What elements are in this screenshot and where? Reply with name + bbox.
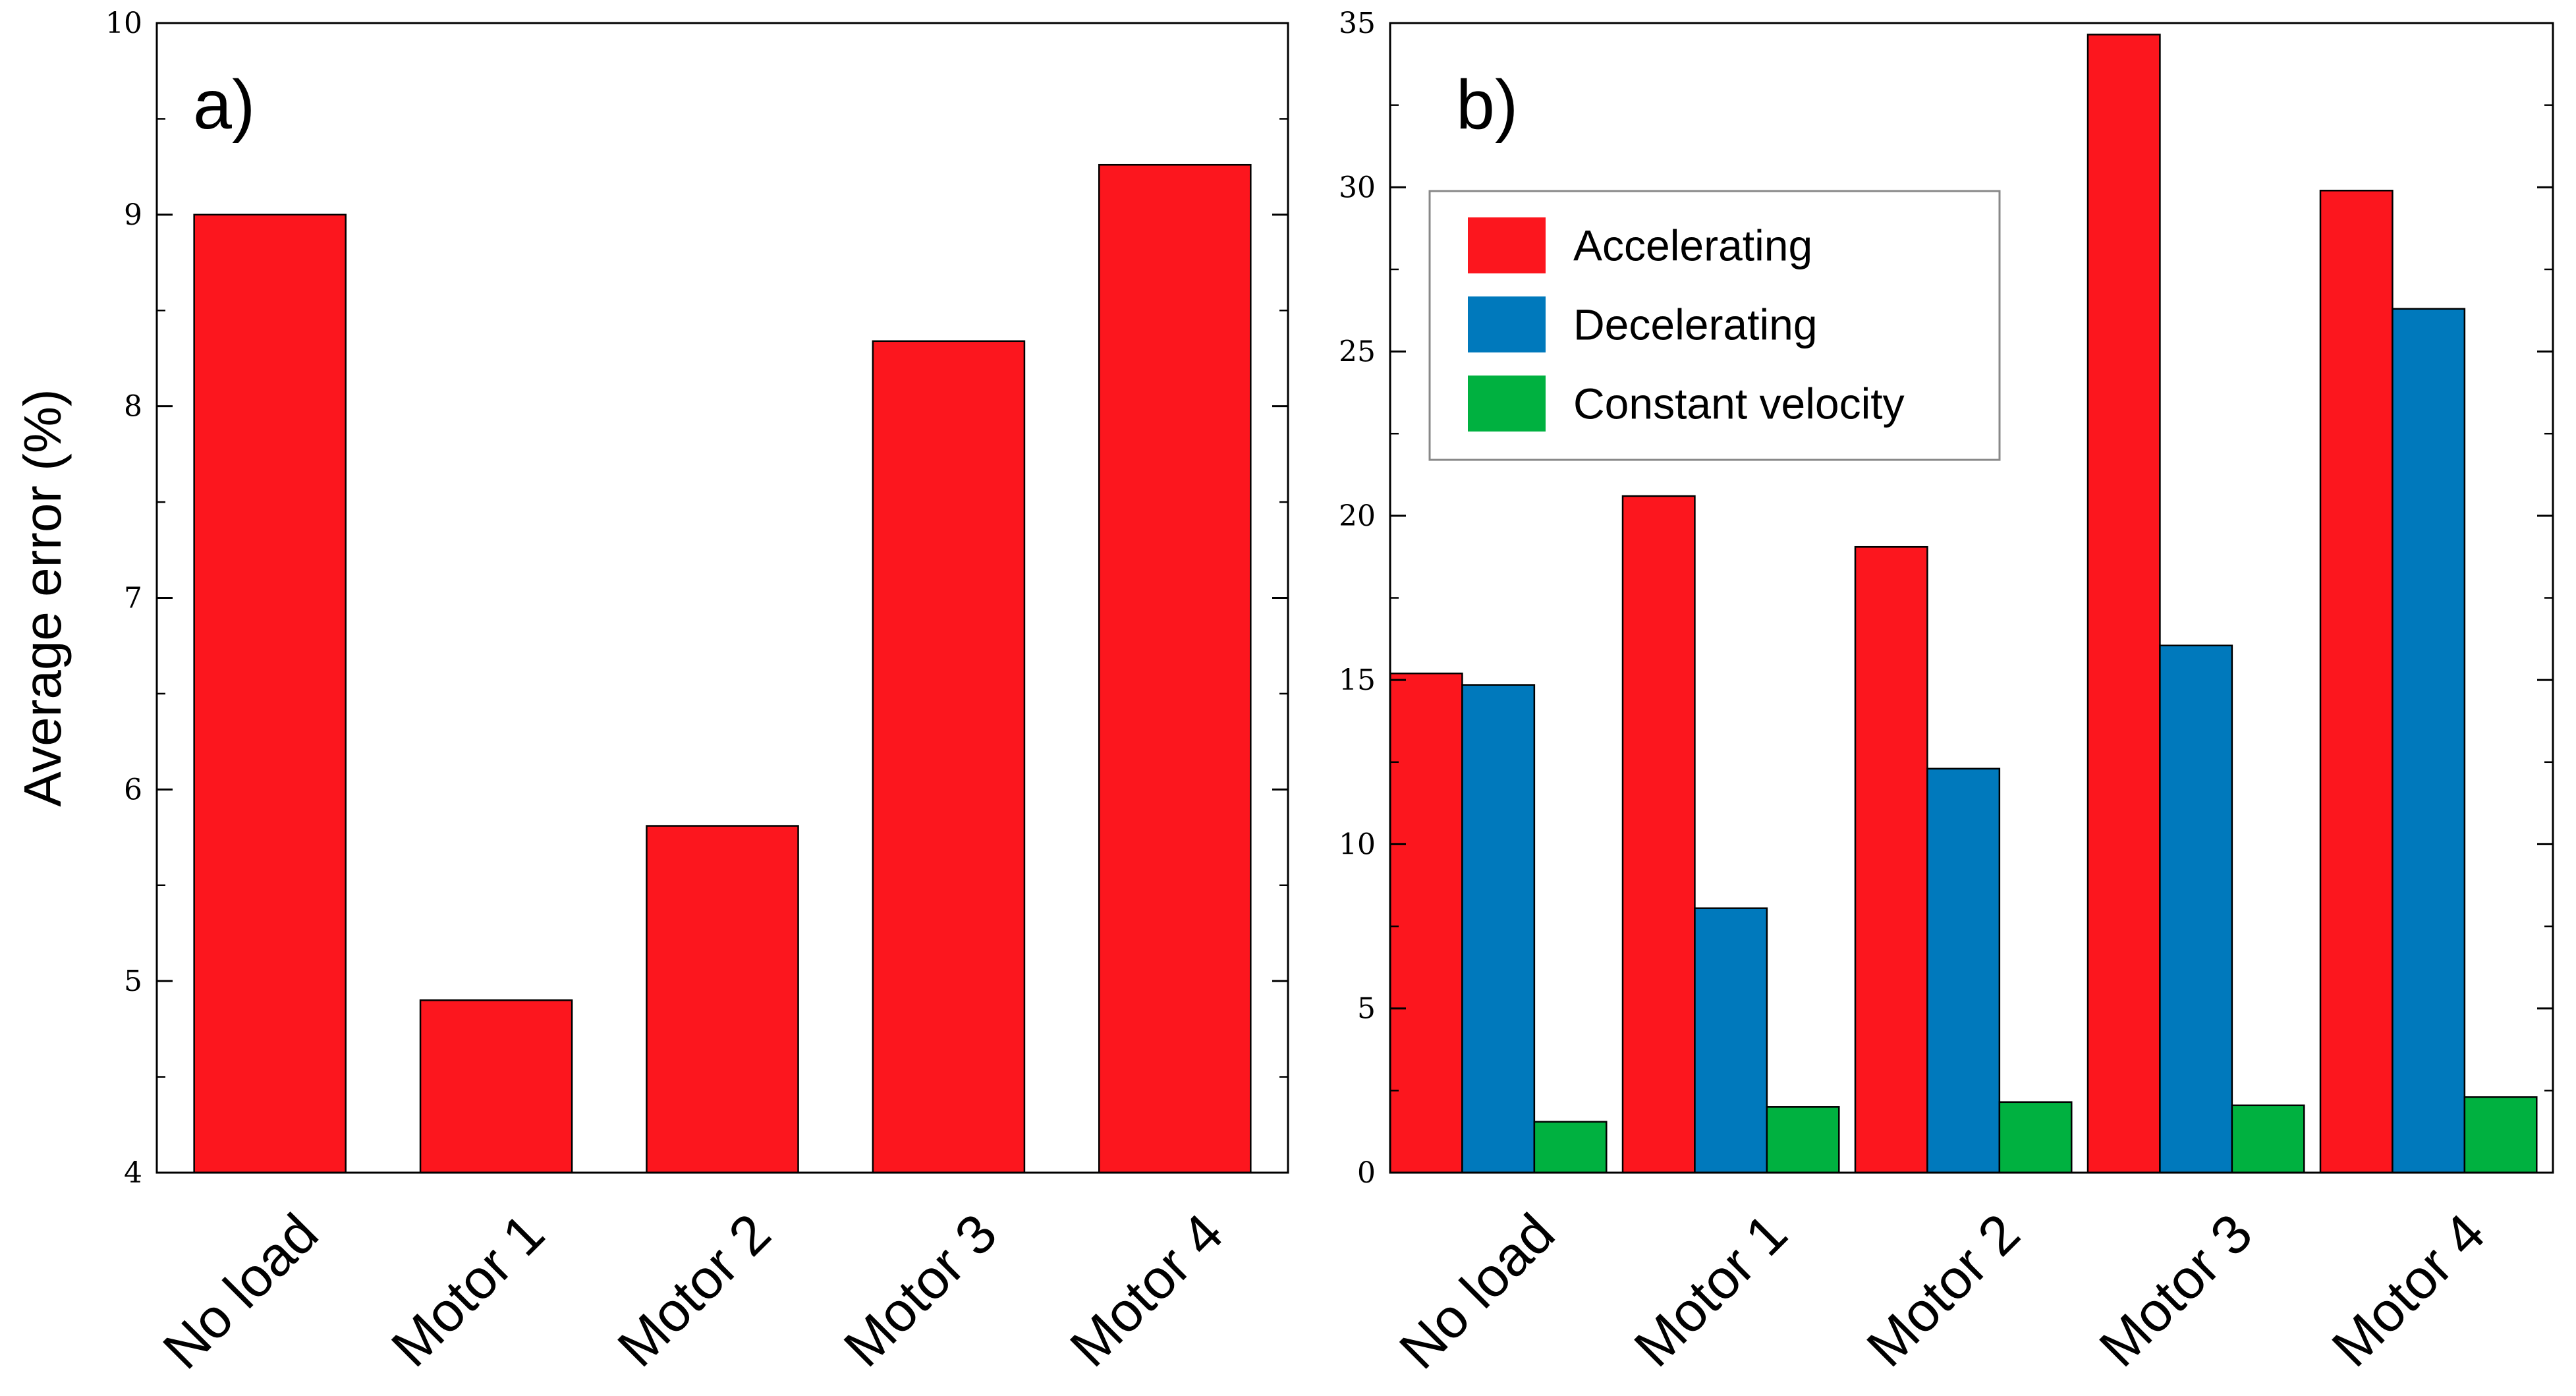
bar-constant-velocity-motor-1 xyxy=(1766,1106,1840,1174)
x-tick-label: Motor 3 xyxy=(832,1202,1009,1378)
bar-average-error-motor-4 xyxy=(1098,163,1252,1174)
x-tick-label: Motor 1 xyxy=(379,1202,556,1378)
bar-accelerating-no-load xyxy=(1389,672,1463,1174)
y-tick-label: 5 xyxy=(124,964,142,998)
chart-panel-b: 0 5 10 15 20 25 30 35 No load Motor 1 Motor 2 Motor… xyxy=(1339,7,2554,1380)
legend-swatch-accelerating xyxy=(1468,217,1546,273)
bar-average-error-motor-2 xyxy=(646,825,799,1174)
legend-label: Decelerating xyxy=(1573,300,1818,349)
x-tick-label: No load xyxy=(151,1202,329,1380)
y-tick-label: 10 xyxy=(1339,827,1376,861)
legend-label: Constant velocity xyxy=(1573,379,1905,428)
bar-decelerating-motor-4 xyxy=(2392,308,2466,1174)
y-axis-title: Average error (%) xyxy=(13,389,72,806)
y-tick-label: 10 xyxy=(105,7,142,40)
chart-panel-a: 4 5 6 7 8 9 10 No load Motor 1 Motor 2 Motor 3 Moto… xyxy=(13,7,1289,1380)
bar-decelerating-motor-1 xyxy=(1694,907,1768,1174)
bar-average-error-no-load xyxy=(193,213,347,1174)
bar-decelerating-no-load xyxy=(1461,684,1536,1174)
y-tick-label: 6 xyxy=(124,773,142,806)
x-tick-label: Motor 4 xyxy=(1058,1202,1235,1378)
bar-average-error-motor-1 xyxy=(419,999,573,1174)
legend-label: Accelerating xyxy=(1573,221,1812,270)
x-tick-label: Motor 4 xyxy=(2320,1202,2496,1378)
legend-swatch-decelerating xyxy=(1468,296,1546,352)
y-tick-label: 9 xyxy=(124,198,142,232)
y-tick-label: 30 xyxy=(1339,171,1376,204)
x-tick-label: Motor 2 xyxy=(605,1202,782,1378)
x-tick-label: Motor 2 xyxy=(1855,1202,2031,1378)
panel-label: b) xyxy=(1456,66,1518,144)
bar-accelerating-motor-1 xyxy=(1621,495,1696,1174)
y-tick-label: 4 xyxy=(124,1156,142,1190)
y-tick-label: 25 xyxy=(1339,335,1376,369)
y-tick-label: 7 xyxy=(124,582,142,615)
bar-constant-velocity-motor-2 xyxy=(1998,1101,2073,1174)
y-tick-label: 5 xyxy=(1357,992,1376,1026)
y-tick-label: 0 xyxy=(1357,1156,1376,1190)
legend: Accelerating Decelerating Constant velocit… xyxy=(1428,190,2001,461)
panel-label: a) xyxy=(193,66,255,144)
bar-average-error-motor-3 xyxy=(872,340,1026,1174)
y-tick-label: 15 xyxy=(1339,663,1376,697)
bar-accelerating-motor-3 xyxy=(2086,34,2161,1174)
y-tick-label: 8 xyxy=(124,390,142,424)
bar-accelerating-motor-4 xyxy=(2319,190,2394,1174)
legend-swatch-constant-velocity xyxy=(1468,376,1546,432)
x-tick-label: Motor 1 xyxy=(1622,1202,1799,1378)
y-tick-label: 35 xyxy=(1339,7,1376,40)
bar-constant-velocity-no-load xyxy=(1533,1121,1608,1174)
y-tick-label: 20 xyxy=(1339,499,1376,533)
x-tick-label: Motor 3 xyxy=(2087,1202,2264,1378)
bar-constant-velocity-motor-3 xyxy=(2231,1104,2305,1174)
bar-accelerating-motor-2 xyxy=(1854,545,1928,1174)
bar-constant-velocity-motor-4 xyxy=(2463,1096,2538,1174)
bar-decelerating-motor-3 xyxy=(2159,644,2233,1174)
x-tick-label: No load xyxy=(1387,1202,1566,1380)
bar-decelerating-motor-2 xyxy=(1926,768,2001,1174)
